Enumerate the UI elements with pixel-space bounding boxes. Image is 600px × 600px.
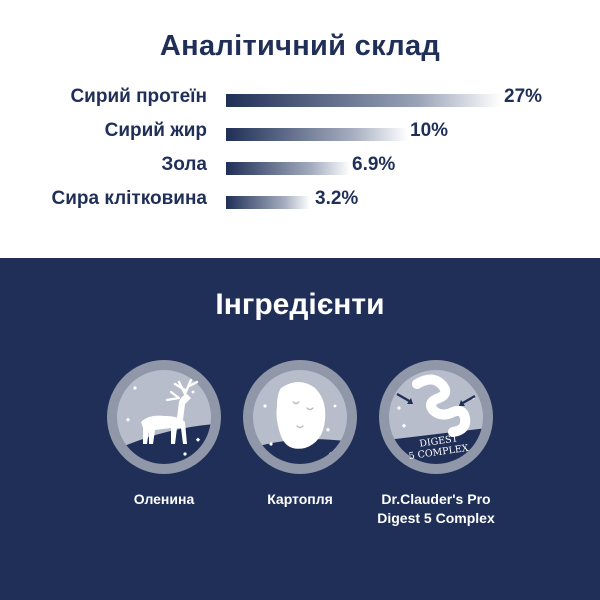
- composition-row-label: Зола: [161, 154, 207, 175]
- ingredient-potato: Картопля: [230, 358, 370, 509]
- ingredient-label: Оленина: [133, 491, 195, 507]
- svg-text:DIGEST: DIGEST: [419, 433, 460, 449]
- composition-row-ash: Зола 6.9%: [0, 152, 600, 184]
- composition-row-label: Сира клітковина: [51, 188, 207, 209]
- analytical-composition-section: Аналітичний склад Сирий протеїн 27% Сири…: [0, 0, 600, 258]
- composition-bar: [226, 128, 408, 141]
- composition-value: 10%: [410, 120, 449, 141]
- ingredient-label: Dr.Clauder's Pro Digest 5 Complex: [377, 491, 495, 526]
- composition-value: 27%: [504, 86, 543, 107]
- ingredient-digest-complex: DIGEST 5 COMPLEX Dr.Clauder's Pro Digest…: [366, 358, 506, 528]
- composition-row-protein: Сирий протеїн 27%: [0, 84, 600, 116]
- digest-complex-icon: DIGEST 5 COMPLEX: [379, 360, 493, 474]
- composition-bar: [226, 196, 310, 209]
- composition-row-fiber: Сира клітковина 3.2%: [0, 186, 600, 218]
- ingredient-venison: Оленина: [94, 358, 234, 509]
- deer-icon: [107, 360, 221, 474]
- ingredient-label: Картопля: [267, 491, 333, 507]
- potato-icon: [243, 360, 357, 474]
- composition-bar: [226, 94, 501, 107]
- composition-value: 6.9%: [352, 154, 396, 175]
- ingredients-section: Інгредієнти Оленина: [0, 258, 600, 600]
- ingredients-title: Інгредієнти: [215, 288, 385, 321]
- analytical-composition-title: Аналітичний склад: [159, 30, 441, 62]
- composition-row-label: Сирий протеїн: [70, 86, 207, 107]
- composition-row-fat: Сирий жир 10%: [0, 118, 600, 150]
- composition-row-label: Сирий жир: [104, 120, 207, 141]
- composition-bar: [226, 162, 350, 175]
- composition-value: 3.2%: [315, 188, 359, 209]
